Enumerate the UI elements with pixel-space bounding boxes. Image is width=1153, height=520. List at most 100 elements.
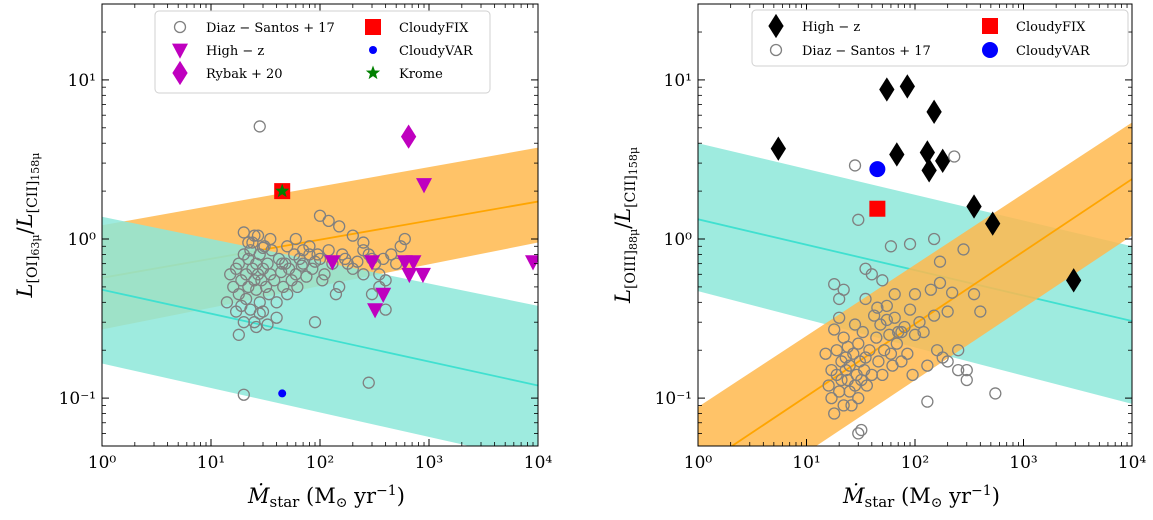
data-point [237, 248, 250, 261]
x-tick-label: 10² [306, 453, 334, 473]
x-tick-label: 10⁰ [88, 453, 117, 473]
data-point [921, 158, 937, 183]
data-point [306, 262, 319, 275]
left-x-axis-label: Ṁstar (M⊙ yr−1) [247, 483, 405, 511]
data-point [220, 296, 234, 309]
x-tick-label: 10⁰ [684, 453, 713, 473]
data-point [276, 257, 289, 270]
data-point [921, 359, 934, 372]
data-point [308, 316, 322, 329]
data-point [927, 232, 941, 246]
data-point [351, 255, 364, 268]
legend-marker [768, 13, 784, 39]
data-point [248, 274, 261, 287]
legend-frame [751, 9, 1129, 67]
legend-entry: CloudyFIX [365, 19, 469, 36]
data-point [277, 280, 290, 294]
data-point [883, 328, 896, 341]
data-point [822, 379, 835, 392]
data-point [859, 351, 872, 364]
data-point [888, 288, 901, 301]
data-point [318, 268, 331, 281]
model-band-center-line-2 [102, 288, 538, 387]
data-point [860, 379, 874, 392]
data-point [921, 395, 934, 408]
series-high-z [770, 74, 1082, 293]
series-cloudyvar [869, 161, 886, 178]
data-point [952, 344, 965, 357]
legend-label: Diaz − Santos + 17 [802, 44, 931, 59]
data-point [259, 280, 273, 294]
data-point [379, 274, 392, 287]
data-point [770, 136, 786, 161]
legend-entry: CloudyVAR [369, 44, 474, 59]
data-point [865, 268, 878, 281]
data-point [948, 150, 961, 163]
x-tick-label: 10² [901, 453, 929, 473]
data-point [927, 309, 941, 322]
data-point [375, 287, 392, 303]
y-tick-label: 10⁻¹ [59, 389, 96, 409]
data-point [869, 200, 886, 217]
data-point [828, 323, 841, 336]
data-point [394, 240, 407, 253]
data-point [270, 296, 283, 309]
data-point [889, 142, 905, 167]
legend-entry: High − z [172, 43, 264, 59]
data-point [924, 283, 938, 296]
data-point [251, 229, 265, 242]
legend-label: CloudyFIX [1016, 20, 1086, 35]
data-point [296, 244, 310, 257]
svg-text:Ṁstar (M⊙ yr−1): Ṁstar (M⊙ yr−1) [247, 483, 405, 511]
data-point [1066, 268, 1082, 293]
legend-label: High − z [802, 20, 860, 35]
legend-label: High − z [206, 44, 264, 59]
data-point [869, 161, 886, 178]
data-point [357, 236, 370, 249]
data-point [880, 299, 893, 313]
x-tick-label: 10³ [415, 453, 443, 473]
left-plot-area [102, 120, 538, 446]
legend-marker [369, 46, 377, 54]
data-point [256, 305, 270, 318]
data-point [303, 248, 316, 261]
data-point [884, 347, 898, 360]
data-point [967, 288, 981, 301]
data-point [333, 280, 346, 294]
data-point [830, 344, 843, 357]
data-point [819, 347, 832, 360]
data-point [903, 303, 917, 316]
data-point [876, 368, 889, 382]
legend-marker [982, 42, 998, 58]
left-legend: Diaz − Santos + 17 High − z Rybak + 20 Clou… [154, 10, 491, 94]
left-ticks: 10⁰ 10¹ 10² 10³ 10⁴ 10⁻¹ 10⁰ 10¹ [59, 4, 552, 473]
data-point [941, 355, 954, 368]
data-point [262, 288, 276, 301]
data-point [255, 274, 268, 287]
right-ticks: 10⁰ 10¹ 10² 10³ 10⁴ 10⁻¹ 10⁰ 10¹ [655, 4, 1146, 473]
data-point [281, 240, 294, 253]
left-panel: 10⁰ 10¹ 10² 10³ 10⁴ 10⁻¹ 10⁰ 10¹ Ṁstar (M⊙ yr−1… [13, 3, 552, 511]
y-tick-label: 10⁻¹ [655, 389, 692, 409]
series-diaz-santos-17 [220, 120, 411, 401]
data-point [952, 363, 965, 377]
data-point [365, 288, 379, 301]
data-point [405, 255, 422, 271]
data-point [400, 124, 417, 149]
data-point [329, 288, 343, 301]
legend-marker [172, 60, 188, 86]
data-point [253, 120, 266, 133]
legend-frame [154, 10, 491, 94]
x-tick-label: 10¹ [197, 453, 225, 473]
data-point [895, 325, 908, 339]
svg-text:Ṁstar (M⊙ yr−1): Ṁstar (M⊙ yr−1) [842, 483, 1000, 511]
data-point [985, 211, 1001, 236]
data-point [268, 274, 281, 287]
data-point [825, 391, 838, 405]
data-point [300, 270, 313, 283]
right-legend: High − z Diaz − Santos + 17 CloudyFIX Cloud… [751, 9, 1129, 67]
data-point [828, 278, 841, 291]
right-x-axis-label: Ṁstar (M⊙ yr−1) [842, 483, 1000, 511]
data-point [870, 331, 883, 344]
legend-label: CloudyVAR [1016, 44, 1091, 59]
